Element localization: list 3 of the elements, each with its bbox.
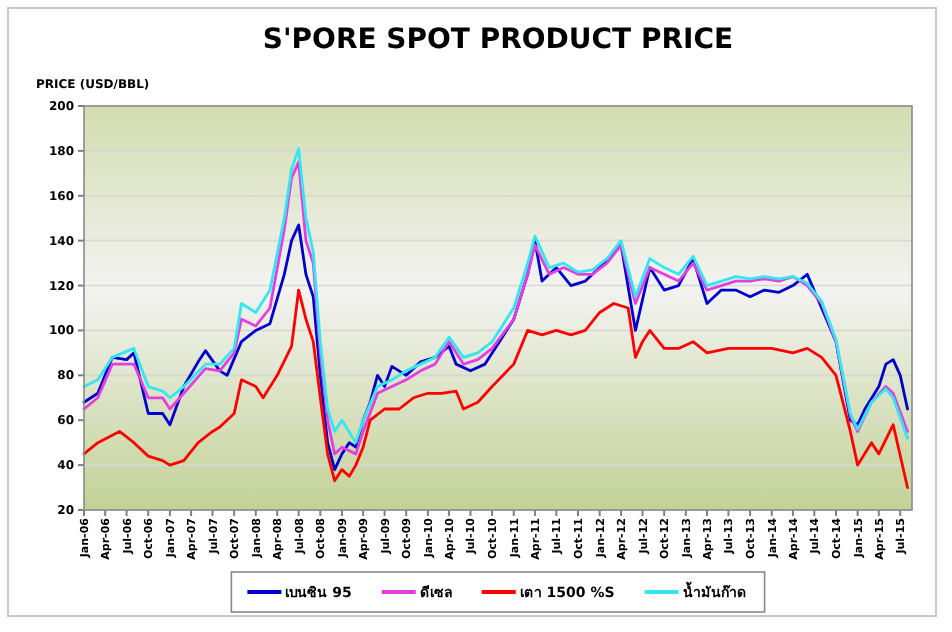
line-series (82, 223, 909, 471)
chart-title: S'PORE SPOT PRODUCT PRICE (262, 24, 734, 56)
line-series (82, 288, 909, 489)
